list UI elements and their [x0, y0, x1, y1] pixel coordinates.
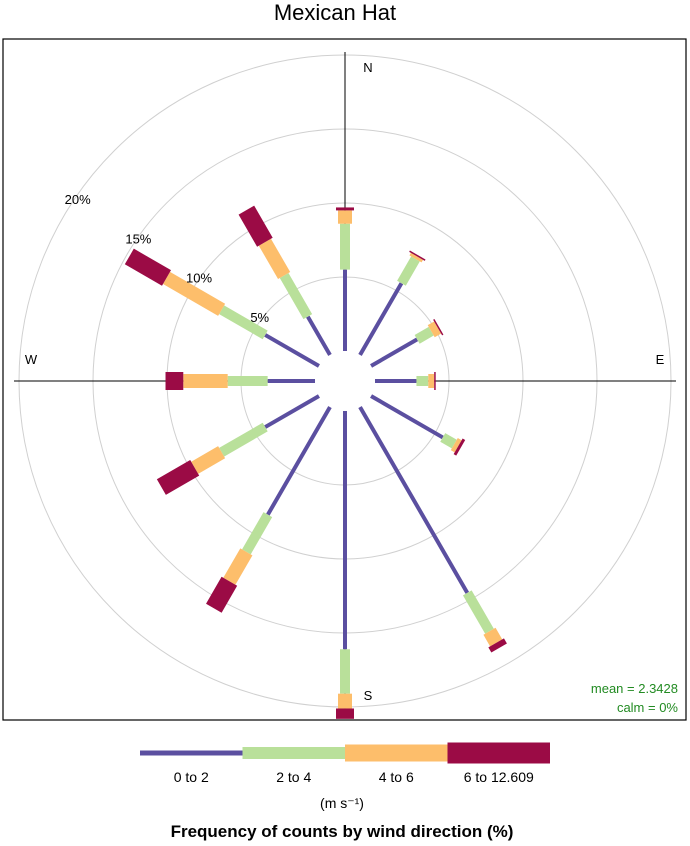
center-hole: [315, 351, 375, 411]
petal-270: [165, 372, 316, 390]
petal-150-segment-1: [462, 590, 494, 634]
petal-0-segment-3: [336, 207, 354, 211]
wind-rose-petals: [124, 205, 507, 719]
petal-270-segment-2: [183, 374, 228, 388]
petal-60-segment-3: [433, 318, 444, 336]
legend-label-0: 0 to 2: [174, 769, 209, 785]
petal-150-segment-3: [488, 638, 507, 653]
petal-0-segment-1: [340, 223, 350, 270]
petal-90-segment-1: [416, 376, 429, 386]
radial-label-2: 15%: [125, 231, 151, 246]
petal-300-segment-0: [264, 333, 321, 368]
petal-300-segment-2: [162, 271, 226, 316]
petal-60-segment-1: [414, 326, 434, 344]
petal-90-segment-0: [375, 379, 417, 383]
petal-30-segment-0: [358, 282, 404, 357]
legend-label-1: 2 to 4: [276, 769, 311, 785]
petal-210: [206, 405, 332, 613]
direction-label-S: S: [364, 688, 373, 703]
direction-label-E: E: [656, 352, 665, 367]
petal-150-segment-2: [483, 627, 503, 647]
petal-330-segment-3: [238, 205, 273, 247]
petal-90-segment-3: [434, 372, 436, 390]
legend: 0 to 2 2 to 4 4 to 6 6 to 12.609: [140, 742, 550, 785]
petal-180-segment-1: [340, 649, 350, 694]
petal-240-segment-0: [264, 394, 321, 429]
petal-120-segment-2: [450, 438, 462, 453]
legend-swatch-2: [345, 744, 448, 762]
petal-60: [369, 318, 444, 368]
petal-30-segment-3: [409, 250, 426, 261]
petal-270-segment-3: [165, 372, 184, 390]
calm-label: calm = 0%: [617, 700, 678, 715]
petal-300-segment-3: [124, 248, 171, 286]
petal-240: [156, 394, 321, 495]
petal-300-segment-1: [219, 305, 268, 340]
petal-120: [369, 394, 466, 456]
petal-90-segment-2: [428, 374, 435, 388]
petal-30: [358, 250, 426, 357]
direction-label-W: W: [25, 352, 38, 367]
direction-label-N: N: [363, 60, 372, 75]
radial-label-1: 10%: [186, 271, 212, 286]
petal-120-segment-3: [453, 438, 466, 456]
mean-label: mean = 2.3428: [591, 681, 678, 696]
petal-180: [336, 411, 354, 719]
petal-120-segment-1: [440, 433, 457, 449]
petal-210-segment-3: [206, 576, 238, 613]
legend-units: (m s⁻¹): [320, 795, 364, 811]
petal-210-segment-0: [266, 405, 332, 516]
petal-240-segment-3: [156, 459, 200, 495]
legend-label-3: 6 to 12.609: [464, 769, 534, 785]
petal-330: [238, 205, 332, 357]
radial-label-3: 20%: [65, 192, 91, 207]
petal-180-segment-2: [338, 693, 352, 709]
petal-270-segment-1: [227, 376, 268, 386]
legend-swatch-0: [140, 750, 243, 756]
petal-60-segment-2: [427, 321, 442, 338]
petal-240-segment-2: [191, 446, 226, 474]
petal-90: [375, 372, 436, 390]
petal-180-segment-0: [343, 411, 347, 650]
legend-swatch-1: [242, 747, 345, 759]
petal-0-segment-0: [343, 269, 347, 351]
petal-150-segment-0: [358, 405, 470, 594]
petal-330-segment-2: [258, 238, 291, 280]
petal-210-segment-2: [223, 548, 253, 585]
chart-title: Mexican Hat: [274, 0, 396, 25]
petal-330-segment-0: [306, 315, 332, 357]
radial-label-0: 5%: [250, 310, 269, 325]
direction-labels: N E S W: [25, 60, 665, 703]
legend-label-2: 4 to 6: [379, 769, 414, 785]
petal-0: [336, 207, 354, 351]
petal-150: [358, 405, 507, 653]
petal-270-segment-0: [267, 379, 316, 383]
petal-300: [124, 248, 321, 368]
petal-60-segment-0: [369, 337, 419, 368]
petal-0-segment-2: [338, 210, 352, 224]
legend-swatch-3: [447, 742, 550, 764]
petal-240-segment-1: [219, 422, 268, 457]
petal-210-segment-1: [242, 512, 273, 555]
petal-120-segment-0: [369, 394, 444, 440]
petal-330-segment-1: [279, 273, 313, 320]
legend-title: Frequency of counts by wind direction (%…: [171, 822, 514, 841]
petal-30-segment-2: [409, 252, 424, 263]
petal-180-segment-3: [336, 708, 354, 719]
radial-labels: 5% 10% 15% 20%: [65, 192, 270, 325]
petal-30-segment-1: [397, 256, 420, 286]
